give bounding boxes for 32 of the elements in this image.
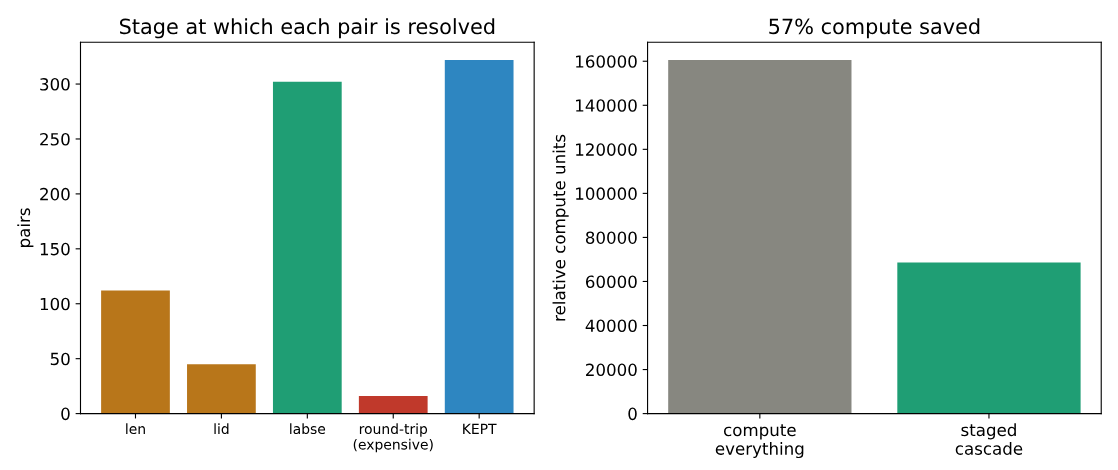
bar: [358, 396, 428, 414]
y-tick-label: 160000: [576, 55, 637, 68]
chart-title: Stage at which each pair is resolved: [119, 18, 495, 39]
x-tick-label: len: [126, 423, 145, 435]
y-tick-label: 100000: [576, 187, 637, 200]
y-tick-label: 60000: [585, 275, 637, 289]
y-axis-title: pairs: [17, 208, 34, 247]
bar: [101, 290, 170, 414]
x-tick-label: staged cascade: [955, 423, 1023, 455]
y-tick-label: 80000: [585, 231, 637, 244]
x-tick-label: compute everything: [715, 424, 804, 459]
y-tick-label: 0: [61, 407, 70, 421]
y-tick-label: 20000: [586, 363, 637, 377]
x-tick-label: labse: [290, 423, 326, 435]
y-tick-label: 120000: [576, 143, 637, 156]
y-tick-label: 200: [40, 187, 70, 201]
y-tick-label: 0: [628, 407, 637, 421]
x-tick-label: round-trip (expensive): [353, 423, 433, 453]
y-tick-label: 50: [50, 352, 70, 366]
y-tick-label: 40000: [585, 319, 637, 333]
y-tick-label: 100: [40, 297, 70, 311]
bar: [272, 81, 342, 414]
x-tick-label: lid: [214, 423, 229, 435]
bar: [444, 59, 514, 414]
y-tick-label: 140000: [576, 99, 637, 112]
chart-title: 57% compute saved: [769, 18, 980, 39]
y-axis-title: relative compute units: [552, 134, 569, 321]
y-tick-label: 300: [40, 78, 70, 91]
y-tick-label: 250: [40, 132, 70, 146]
bar: [187, 364, 256, 414]
y-tick-label: 150: [40, 242, 70, 256]
x-tick-label: KEPT: [463, 423, 497, 434]
